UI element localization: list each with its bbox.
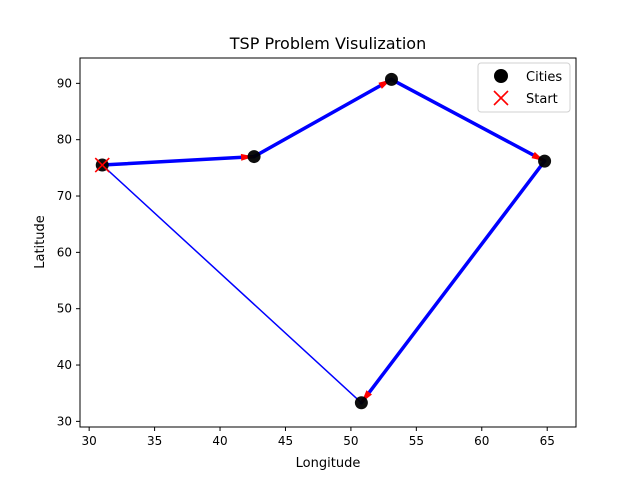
plot-frame xyxy=(79,57,577,428)
x-tick-label-5: 55 xyxy=(409,434,424,448)
chart-title: TSP Problem Visulization xyxy=(229,34,426,53)
route-segment-4 xyxy=(101,164,363,404)
x-tick-label-0: 30 xyxy=(82,434,97,448)
x-tick-label-7: 65 xyxy=(540,434,555,448)
x-tick-label-6: 60 xyxy=(474,434,489,448)
start-x-stroke-2 xyxy=(94,157,110,173)
y-tick-label-6: 90 xyxy=(57,76,72,90)
route-lines xyxy=(100,77,547,405)
x-tick-label-4: 50 xyxy=(343,434,358,448)
city-point-2 xyxy=(384,72,398,86)
axis-ticks: 30 35 40 45 50 55 60 65 30 40 50 60 70 80 90 xyxy=(57,76,555,448)
y-tick-label-0: 30 xyxy=(57,414,72,428)
y-tick-label-4: 70 xyxy=(57,189,72,203)
route-segment-1 xyxy=(252,77,394,159)
y-axis-label: Latitude xyxy=(33,215,48,269)
x-tick-label-1: 35 xyxy=(147,434,162,448)
x-tick-label-3: 45 xyxy=(278,434,293,448)
x-axis-label: Longitude xyxy=(296,456,361,471)
y-tick-label-5: 80 xyxy=(57,133,72,147)
route-segment-2 xyxy=(389,77,547,163)
x-tick-label-2: 40 xyxy=(212,434,227,448)
legend-start-marker xyxy=(493,90,509,106)
legend-cities-label: Cities xyxy=(526,70,562,85)
route-segment-3 xyxy=(359,159,547,405)
route-segment-0 xyxy=(100,154,256,167)
y-tick-label-3: 60 xyxy=(57,245,72,259)
city-point-1 xyxy=(247,150,261,164)
start-marker xyxy=(94,157,110,173)
legend-start-label: Start xyxy=(526,92,558,107)
legend-cities-marker xyxy=(494,69,508,83)
y-tick-label-2: 50 xyxy=(57,302,72,316)
city-point-3 xyxy=(538,154,552,168)
y-tick-label-1: 40 xyxy=(57,358,72,372)
city-point-4 xyxy=(354,396,368,410)
route-arrow-0 xyxy=(240,153,255,161)
legend: Cities Start xyxy=(477,62,571,113)
